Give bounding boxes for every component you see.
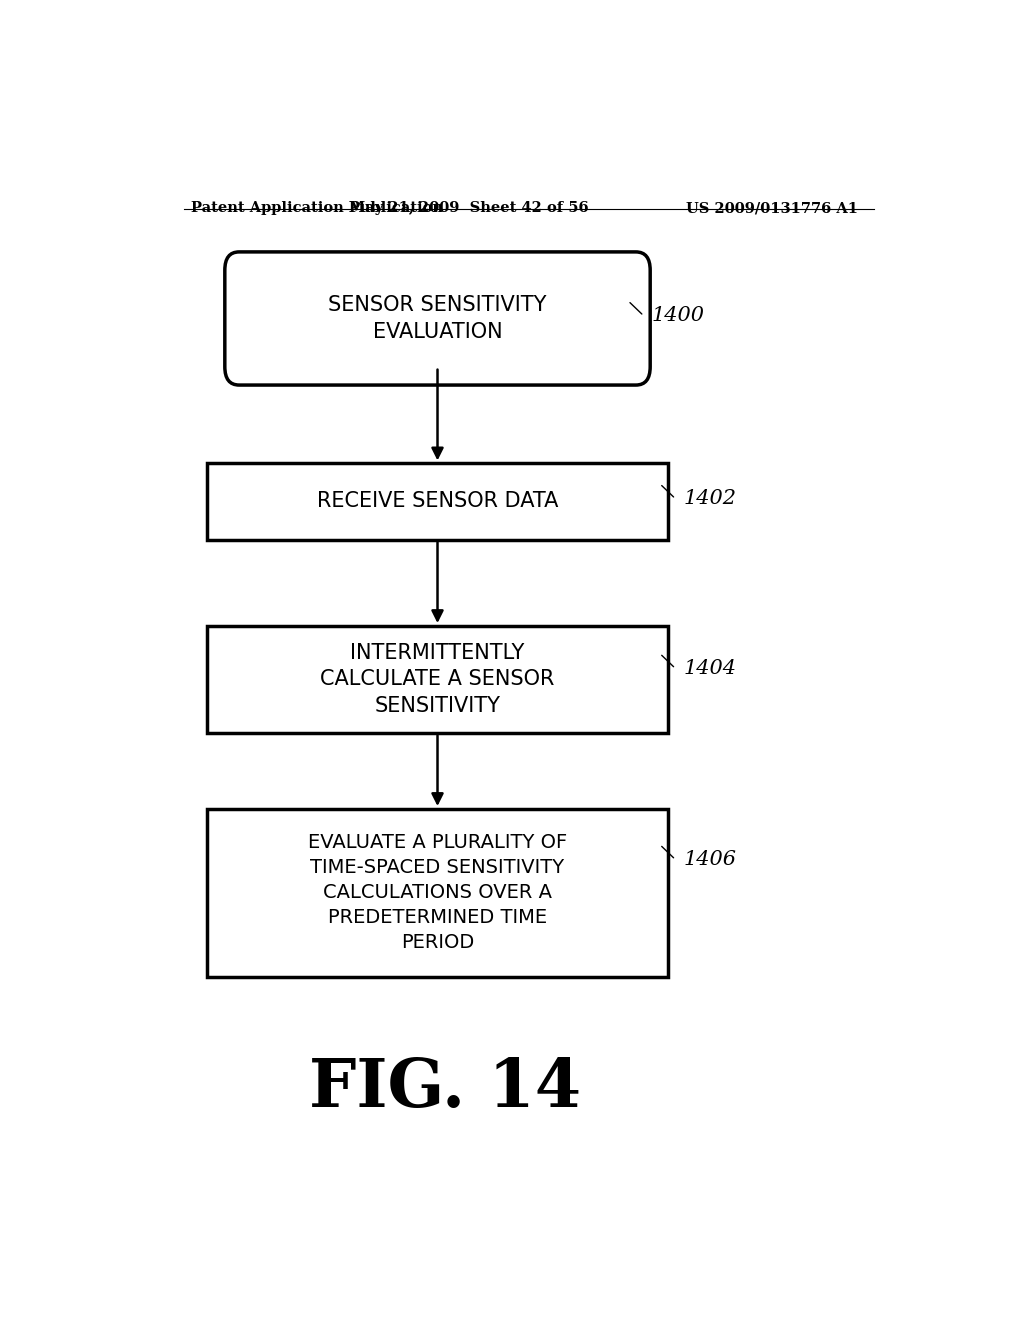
FancyBboxPatch shape [225,252,650,385]
Text: FIG. 14: FIG. 14 [309,1056,582,1121]
Text: Patent Application Publication: Patent Application Publication [191,201,443,215]
Bar [207,809,668,977]
Text: EVALUATE A PLURALITY OF
TIME-SPACED SENSITIVITY
CALCULATIONS OVER A
PREDETERMINE: EVALUATE A PLURALITY OF TIME-SPACED SENS… [308,833,567,952]
Text: 1402: 1402 [684,490,736,508]
Bar [207,463,668,540]
Text: May 21, 2009  Sheet 42 of 56: May 21, 2009 Sheet 42 of 56 [349,201,589,215]
Text: 1404: 1404 [684,659,736,678]
Text: RECEIVE SENSOR DATA: RECEIVE SENSOR DATA [316,491,558,511]
Text: SENSOR SENSITIVITY
EVALUATION: SENSOR SENSITIVITY EVALUATION [329,296,547,342]
Text: INTERMITTENTLY
CALCULATE A SENSOR
SENSITIVITY: INTERMITTENTLY CALCULATE A SENSOR SENSIT… [321,643,555,715]
Text: US 2009/0131776 A1: US 2009/0131776 A1 [686,201,858,215]
Text: 1400: 1400 [652,306,705,326]
Bar [207,626,668,733]
Text: 1406: 1406 [684,850,736,869]
